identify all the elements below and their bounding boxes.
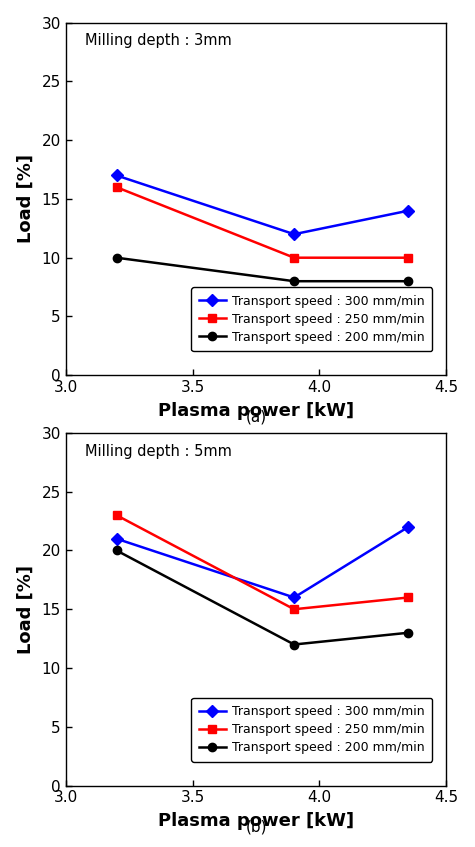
Transport speed : 250 mm/min: (4.35, 16): 250 mm/min: (4.35, 16) [405,592,411,602]
Line: Transport speed : 200 mm/min: Transport speed : 200 mm/min [113,253,412,285]
Transport speed : 300 mm/min: (3.2, 17): 300 mm/min: (3.2, 17) [114,170,119,180]
Transport speed : 300 mm/min: (3.9, 12): 300 mm/min: (3.9, 12) [291,230,297,240]
Transport speed : 200 mm/min: (3.2, 20): 200 mm/min: (3.2, 20) [114,545,119,556]
Transport speed : 250 mm/min: (3.9, 15): 250 mm/min: (3.9, 15) [291,604,297,614]
Text: (a): (a) [246,409,266,424]
X-axis label: Plasma power [kW]: Plasma power [kW] [158,402,354,420]
Line: Transport speed : 300 mm/min: Transport speed : 300 mm/min [113,171,412,238]
Transport speed : 300 mm/min: (4.35, 14): 300 mm/min: (4.35, 14) [405,206,411,216]
Line: Transport speed : 300 mm/min: Transport speed : 300 mm/min [113,523,412,601]
Line: Transport speed : 250 mm/min: Transport speed : 250 mm/min [113,511,412,613]
Transport speed : 300 mm/min: (3.9, 16): 300 mm/min: (3.9, 16) [291,592,297,602]
Y-axis label: Load [%]: Load [%] [17,565,35,654]
Transport speed : 300 mm/min: (4.35, 22): 300 mm/min: (4.35, 22) [405,522,411,532]
Legend: Transport speed : 300 mm/min, Transport speed : 250 mm/min, Transport speed : 20: Transport speed : 300 mm/min, Transport … [191,698,432,761]
Transport speed : 300 mm/min: (3.2, 21): 300 mm/min: (3.2, 21) [114,534,119,544]
Transport speed : 200 mm/min: (3.2, 10): 200 mm/min: (3.2, 10) [114,252,119,263]
Transport speed : 200 mm/min: (3.9, 8): 200 mm/min: (3.9, 8) [291,276,297,286]
Text: Milling depth : 3mm: Milling depth : 3mm [85,33,232,48]
Transport speed : 200 mm/min: (3.9, 12): 200 mm/min: (3.9, 12) [291,639,297,650]
Y-axis label: Load [%]: Load [%] [17,154,35,243]
Text: (b): (b) [245,819,267,834]
Line: Transport speed : 250 mm/min: Transport speed : 250 mm/min [113,183,412,262]
Transport speed : 250 mm/min: (3.2, 23): 250 mm/min: (3.2, 23) [114,510,119,520]
Transport speed : 200 mm/min: (4.35, 13): 200 mm/min: (4.35, 13) [405,628,411,638]
Transport speed : 250 mm/min: (4.35, 10): 250 mm/min: (4.35, 10) [405,252,411,263]
Transport speed : 250 mm/min: (3.2, 16): 250 mm/min: (3.2, 16) [114,182,119,192]
X-axis label: Plasma power [kW]: Plasma power [kW] [158,812,354,830]
Text: Milling depth : 5mm: Milling depth : 5mm [85,444,232,458]
Line: Transport speed : 200 mm/min: Transport speed : 200 mm/min [113,546,412,649]
Transport speed : 250 mm/min: (3.9, 10): 250 mm/min: (3.9, 10) [291,252,297,263]
Legend: Transport speed : 300 mm/min, Transport speed : 250 mm/min, Transport speed : 20: Transport speed : 300 mm/min, Transport … [191,287,432,352]
Transport speed : 200 mm/min: (4.35, 8): 200 mm/min: (4.35, 8) [405,276,411,286]
